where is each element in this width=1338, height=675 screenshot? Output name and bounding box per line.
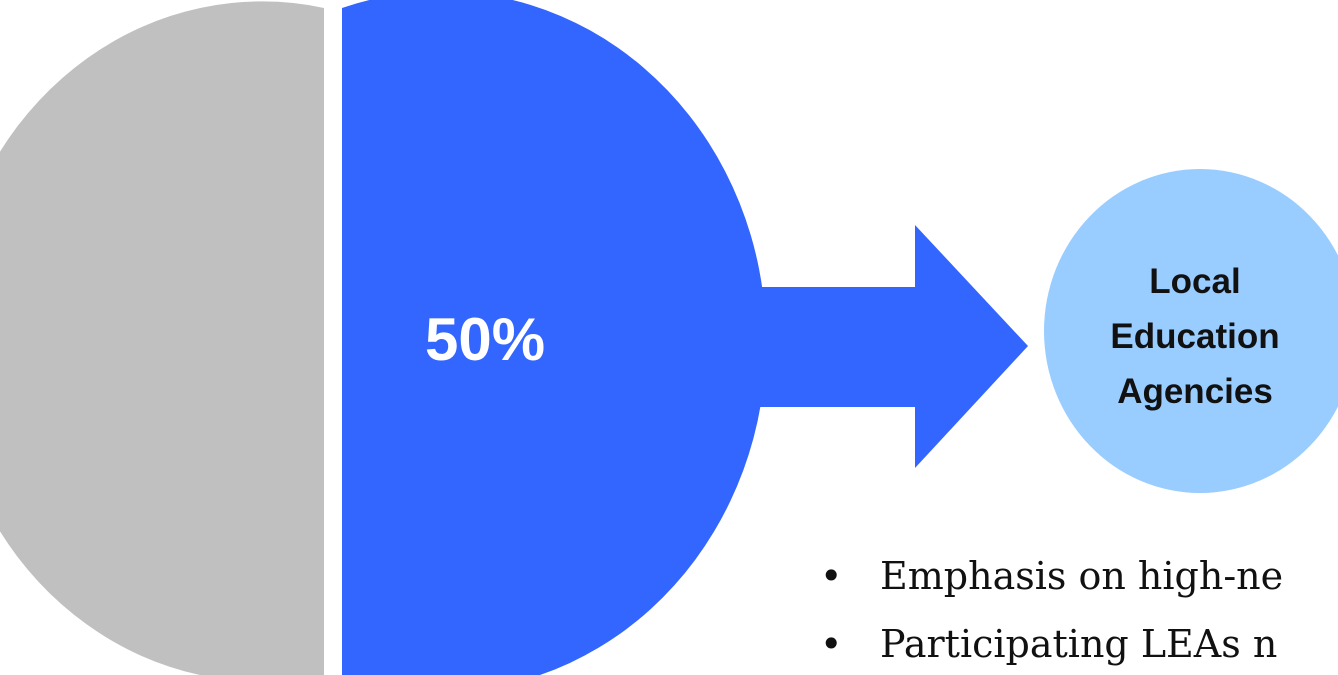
target-label-line: Education [1110, 317, 1280, 356]
target-label-line: Local [1149, 262, 1241, 301]
bullet-list: Emphasis on high-ne Participating LEAs n [820, 545, 1283, 675]
target-label-line: Agencies [1117, 372, 1273, 411]
bullet-item: Participating LEAs n [820, 613, 1283, 675]
flow-arrow [670, 225, 1028, 468]
pie-percent-label: 50% [424, 306, 546, 373]
pie-remainder-slice [0, 1, 324, 675]
target-circle [1044, 169, 1338, 493]
bullet-item: Emphasis on high-ne [820, 545, 1283, 613]
pie-highlight-slice [342, 0, 767, 675]
target-label: Local Education Agencies [1060, 254, 1330, 419]
